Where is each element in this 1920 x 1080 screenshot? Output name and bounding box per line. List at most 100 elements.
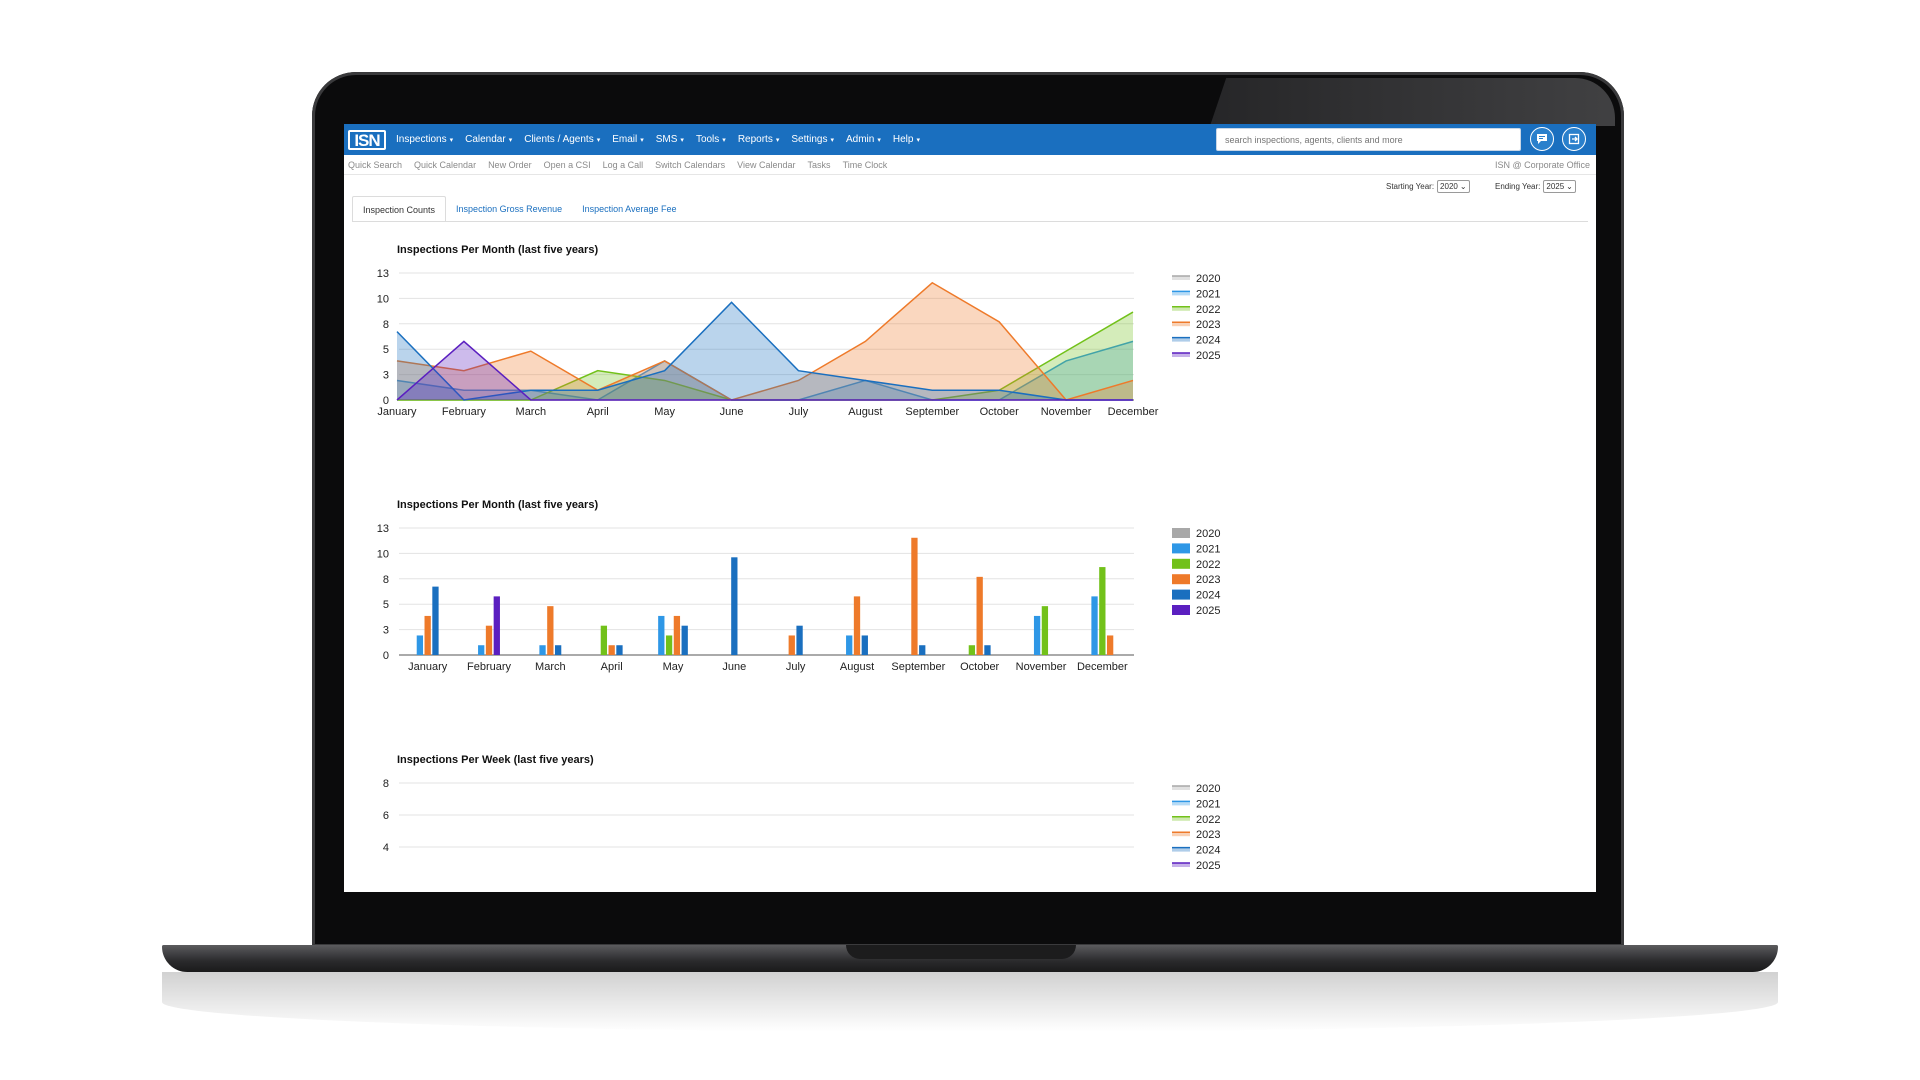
- ending-year-group: Ending Year: 2025 ⌄: [1495, 180, 1576, 193]
- ending-year-select[interactable]: 2025 ⌄: [1543, 180, 1576, 193]
- bar-2023-july: [788, 635, 795, 655]
- tab-inspection-counts[interactable]: Inspection Counts: [352, 196, 447, 222]
- x-tick-label: September: [905, 406, 959, 418]
- caret-down-icon: ▾: [596, 137, 601, 144]
- legend-label: 2024: [1196, 590, 1220, 602]
- bar-2023-december: [1106, 635, 1114, 655]
- quick-link-view-calendar[interactable]: View Calendar: [737, 159, 796, 170]
- menu-label: Admin: [846, 134, 875, 145]
- menu-admin[interactable]: Admin ▾: [846, 134, 881, 145]
- weekly-area-chart-svg: Inspections Per Week (last five years)In…: [383, 754, 1221, 872]
- caret-down-icon: ▾: [722, 137, 726, 144]
- bar-2021-august: [846, 635, 853, 655]
- y-tick-label: 13: [377, 523, 389, 535]
- x-tick-label: December: [1108, 406, 1159, 418]
- menu-help[interactable]: Help ▾: [893, 134, 920, 145]
- menu-inspections[interactable]: Inspections ▾: [396, 134, 453, 145]
- legend-label: 2020: [1196, 783, 1220, 795]
- search-input[interactable]: [1216, 128, 1521, 151]
- bar-2025-february: [493, 596, 500, 655]
- menu-clients-agents[interactable]: Clients / Agents ▾: [524, 134, 600, 145]
- menu-sms[interactable]: SMS ▾: [656, 134, 684, 145]
- x-tick-label: July: [786, 661, 806, 673]
- caret-down-icon: ▾: [640, 137, 644, 144]
- caret-down-icon: ▾: [508, 137, 513, 144]
- legend-swatch: [1172, 847, 1190, 852]
- line-2024: [396, 301, 1133, 401]
- y-tick-label: 10: [377, 548, 389, 560]
- menu-label: Help: [892, 134, 914, 145]
- office-label: ISN @ Corporate Office: [1494, 160, 1590, 170]
- quick-link-log-a-call[interactable]: Log a Call: [602, 159, 644, 170]
- bar-2024-august: [861, 635, 868, 655]
- bar-2021-november: [1033, 615, 1041, 655]
- starting-year-select[interactable]: 2020 ⌄: [1437, 180, 1470, 193]
- logout-button[interactable]: [1562, 127, 1586, 151]
- legend-label: 2023: [1196, 319, 1220, 331]
- x-tick-label: June: [720, 406, 744, 418]
- caret-down-icon: ▾: [775, 137, 780, 144]
- quick-link-time-clock[interactable]: Time Clock: [842, 159, 888, 170]
- x-tick-label: October: [980, 406, 1019, 418]
- x-tick-label: December: [1077, 661, 1128, 673]
- legend-swatch: [1172, 574, 1190, 585]
- legend-label: 2020: [1196, 273, 1220, 285]
- tab-inspection-average-fee[interactable]: Inspection Average Fee: [582, 204, 677, 214]
- y-tick-label: 10: [377, 293, 389, 305]
- quick-link-switch-calendars[interactable]: Switch Calendars: [655, 159, 726, 170]
- x-tick-label: November: [1041, 406, 1092, 418]
- tab-inspection-gross-revenue[interactable]: Inspection Gross Revenue: [456, 204, 563, 214]
- bar-2024-march: [554, 645, 562, 655]
- x-tick-label: May: [663, 661, 684, 673]
- chat-button[interactable]: [1530, 127, 1554, 151]
- quick-link-quick-calendar[interactable]: Quick Calendar: [414, 159, 477, 170]
- menu-label: Email: [612, 134, 638, 145]
- isn-logo[interactable]: ISN: [348, 129, 386, 150]
- x-tick-label: August: [848, 406, 882, 418]
- monthly-area-chart-svg: Inspections Per Month (last five years)I…: [377, 244, 1221, 418]
- legend-label: 2020: [1196, 528, 1220, 540]
- bar-2023-august: [853, 596, 861, 655]
- quick-link-open-a-csi[interactable]: Open a CSI: [543, 159, 591, 170]
- quick-link-tasks[interactable]: Tasks: [807, 159, 831, 170]
- bar-2021-may: [658, 615, 665, 655]
- legend-swatch: [1172, 801, 1190, 806]
- x-tick-label: June: [722, 661, 746, 673]
- chart-title: Inspections Per Month (last five years): [397, 499, 598, 511]
- bar-2023-february: [485, 625, 493, 655]
- menu-label: Reports: [737, 134, 773, 145]
- menu-reports[interactable]: Reports ▾: [738, 134, 780, 145]
- y-tick-label: 0: [383, 650, 389, 662]
- menu-email[interactable]: Email ▾: [612, 134, 644, 145]
- bar-2024-july: [796, 625, 803, 655]
- bar-2024-january: [432, 586, 439, 655]
- bar-2021-january: [416, 635, 424, 655]
- menu-tools[interactable]: Tools ▾: [696, 134, 726, 145]
- quick-link-quick-search[interactable]: Quick Search: [348, 159, 403, 170]
- ending-year-label: Ending Year:: [1495, 182, 1541, 191]
- x-tick-label: October: [960, 661, 999, 673]
- legend-swatch: [1172, 276, 1190, 280]
- menu-settings[interactable]: Settings ▾: [791, 134, 834, 145]
- menu-calendar[interactable]: Calendar ▾: [465, 134, 512, 145]
- monthly-bar-chart-svg: Inspections Per Month (last five years)I…: [377, 499, 1221, 673]
- chart-title: Inspections Per Week (last five years): [397, 754, 594, 766]
- x-tick-label: March: [516, 406, 547, 418]
- bar-2023-january: [424, 615, 431, 655]
- bar-2024-june: [731, 557, 738, 655]
- x-tick-label: February: [442, 406, 487, 418]
- bar-2021-march: [539, 645, 546, 655]
- y-tick-label: 0: [383, 395, 389, 407]
- y-tick-label: 4: [383, 842, 389, 854]
- caret-down-icon: ▾: [877, 137, 881, 144]
- legend-swatch: [1172, 786, 1190, 790]
- legend-label: 2021: [1196, 543, 1220, 555]
- chart-monthly-area: Inspections Per Month (last five years)I…: [344, 236, 1596, 426]
- bar-2024-september: [919, 645, 926, 655]
- legend-label: 2022: [1196, 559, 1220, 571]
- quick-link-new-order[interactable]: New Order: [488, 159, 532, 170]
- x-tick-label: April: [587, 406, 609, 418]
- chevron-down-icon: ⌄: [1566, 182, 1573, 191]
- bar-2022-december: [1099, 567, 1106, 655]
- x-tick-label: August: [840, 661, 874, 673]
